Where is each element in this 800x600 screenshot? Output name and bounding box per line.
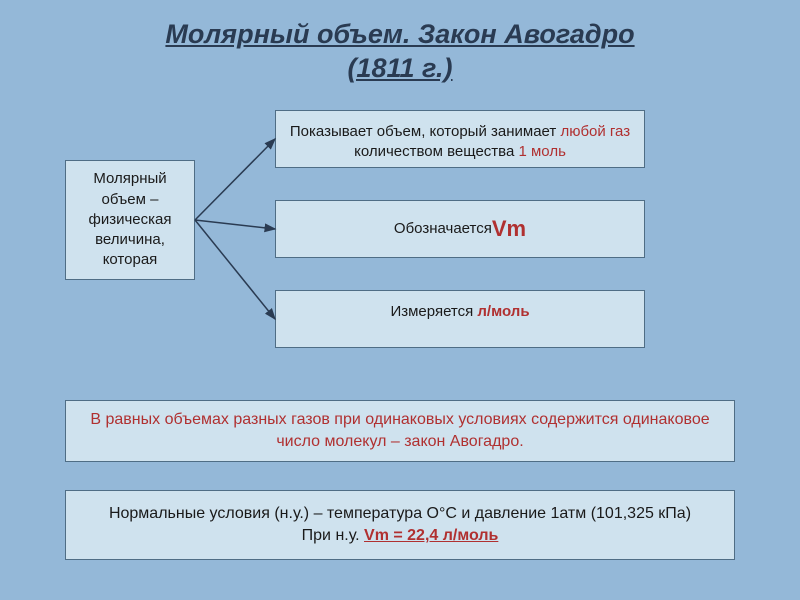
plain-text: Показывает объем, который занимает xyxy=(290,123,561,140)
accent-text: любой газ xyxy=(560,123,630,140)
slide: Молярный объем. Закон Авогадро (1811 г.)… xyxy=(0,0,800,600)
conditions-line1: Нормальные условия (н.у.) – температура … xyxy=(109,503,691,525)
conditions-prefix: При н.у. xyxy=(302,527,364,544)
title-line1: Молярный объем. Закон Авогадро xyxy=(165,19,634,49)
plain-text: количеством вещества xyxy=(354,143,518,160)
property-box-shows: Показывает объем, который занимает любой… xyxy=(275,110,645,168)
plain-text: Измеряется xyxy=(390,303,477,320)
definition-box: Молярный объем – физическая величина, ко… xyxy=(65,160,195,280)
connector-line-2 xyxy=(195,220,275,319)
normal-conditions-box: Нормальные условия (н.у.) – температура … xyxy=(65,490,735,560)
avogadro-law-box: В равных объемах разных газов при одинак… xyxy=(65,400,735,462)
connector-group xyxy=(195,139,275,319)
connector-line-1 xyxy=(195,220,275,229)
vm-value: Vm = 22,4 л/моль xyxy=(364,527,498,544)
vm-symbol: Vm xyxy=(492,214,526,244)
definition-text: Молярный объем – физическая величина, ко… xyxy=(76,169,184,270)
title-line2: (1811 г.) xyxy=(347,53,452,83)
property-box-symbol: Обозначается Vm xyxy=(275,200,645,258)
connector-line-0 xyxy=(195,139,275,220)
accent-text: 1 моль xyxy=(518,143,565,160)
conditions-line2: При н.у. Vm = 22,4 л/моль xyxy=(302,525,499,547)
slide-title: Молярный объем. Закон Авогадро (1811 г.) xyxy=(0,0,800,86)
property-box-units: Измеряется л/моль xyxy=(275,290,645,348)
symbol-label: Обозначается xyxy=(394,219,492,239)
accent-text: л/моль xyxy=(477,303,529,320)
avogadro-law-text: В равных объемах разных газов при одинак… xyxy=(76,409,724,452)
